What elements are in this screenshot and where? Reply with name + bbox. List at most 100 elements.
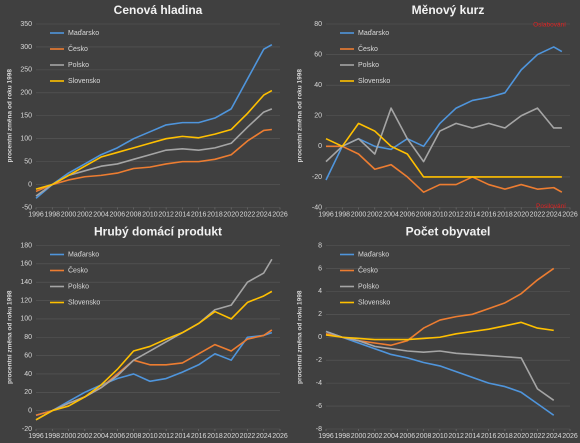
x-tick-label: 2012 xyxy=(158,433,174,440)
x-tick-label: 2014 xyxy=(465,211,481,218)
x-tick-label: 2004 xyxy=(93,211,109,218)
x-tick-label: 2010 xyxy=(142,211,158,218)
x-tick-label: 1996 xyxy=(318,211,334,218)
series-line xyxy=(325,321,554,341)
x-tick-label: 2026 xyxy=(562,433,578,440)
chart-panel: Hrubý domácí produkt procentní změna od r… xyxy=(7,225,288,440)
y-tick-label: 50 xyxy=(24,158,32,165)
legend-label: Česko xyxy=(68,265,88,274)
series-line xyxy=(325,122,562,178)
series-line xyxy=(326,145,563,194)
x-tick-label: 2002 xyxy=(77,211,93,218)
x-tick-label: 2004 xyxy=(383,433,399,440)
legend-label: Polsko xyxy=(358,283,379,290)
x-tick-label: 2008 xyxy=(416,433,432,440)
y-tick-label: 150 xyxy=(20,113,32,120)
x-tick-label: 1996 xyxy=(28,211,44,218)
x-tick-label: 2010 xyxy=(142,433,158,440)
y-tick-label: -6 xyxy=(316,403,322,410)
series-line xyxy=(35,89,273,190)
annotation: Oslabování xyxy=(533,22,566,29)
y-tick-label: -40 xyxy=(312,204,322,211)
legend-label: Slovensko xyxy=(68,299,100,306)
x-tick-label: 1998 xyxy=(334,433,350,440)
legend-label: Česko xyxy=(68,44,88,53)
series-line xyxy=(325,267,555,347)
x-tick-label: 1996 xyxy=(28,433,44,440)
x-tick-label: 2024 xyxy=(546,211,562,218)
chart-panel: Měnový kurz procentní změna od roku 1998 -… xyxy=(297,3,578,218)
x-tick-label: 2000 xyxy=(61,211,77,218)
y-tick-label: 0 xyxy=(318,334,322,341)
x-tick-label: 2014 xyxy=(175,211,191,218)
legend-label: Česko xyxy=(358,265,378,274)
x-tick-label: 1998 xyxy=(334,211,350,218)
x-tick-label: 2026 xyxy=(272,211,288,218)
x-tick-label: 2024 xyxy=(546,433,562,440)
y-tick-label: 20 xyxy=(24,389,32,396)
legend-label: Maďarsko xyxy=(68,30,99,37)
annotation: Posilování xyxy=(536,203,566,210)
y-tick-label: 8 xyxy=(318,242,322,249)
y-axis-label: procentní změna od roku 1998 xyxy=(297,290,304,384)
legend-label: Polsko xyxy=(68,62,89,69)
legend-label: Slovensko xyxy=(68,78,100,85)
chart-panel: Cenová hladina procentní změna od roku 19… xyxy=(7,3,288,218)
series-line xyxy=(35,128,272,193)
x-tick-label: 2006 xyxy=(400,211,416,218)
y-tick-label: 100 xyxy=(20,136,32,143)
y-tick-label: 60 xyxy=(24,352,32,359)
y-tick-label: -50 xyxy=(22,204,32,211)
x-tick-label: 2024 xyxy=(256,433,272,440)
legend-label: Slovensko xyxy=(358,299,390,306)
series-line xyxy=(35,108,273,197)
y-tick-label: -8 xyxy=(316,426,322,433)
x-tick-label: 2020 xyxy=(513,433,529,440)
x-tick-label: 1996 xyxy=(318,433,334,440)
x-tick-label: 2012 xyxy=(448,433,464,440)
legend-label: Maďarsko xyxy=(358,30,389,37)
series-line xyxy=(35,258,273,421)
y-tick-label: 180 xyxy=(20,242,32,249)
series-line xyxy=(325,46,563,181)
series-line xyxy=(325,330,555,401)
x-tick-label: 2022 xyxy=(530,211,546,218)
y-tick-label: 80 xyxy=(24,334,32,341)
x-tick-label: 2008 xyxy=(126,433,142,440)
y-tick-label: -20 xyxy=(312,174,322,181)
y-tick-label: 0 xyxy=(28,407,32,414)
x-tick-label: 1998 xyxy=(44,433,60,440)
x-tick-label: 2010 xyxy=(432,433,448,440)
x-tick-label: 2000 xyxy=(351,433,367,440)
x-tick-label: 2018 xyxy=(497,211,513,218)
x-tick-label: 2008 xyxy=(416,211,432,218)
x-tick-label: 2010 xyxy=(432,211,448,218)
x-tick-label: 2024 xyxy=(256,211,272,218)
x-tick-label: 2018 xyxy=(497,433,513,440)
chart-title: Měnový kurz xyxy=(412,3,485,17)
legend-label: Slovensko xyxy=(358,78,390,85)
legend-label: Polsko xyxy=(68,283,89,290)
x-tick-label: 2000 xyxy=(61,433,77,440)
chart-title: Cenová hladina xyxy=(114,3,203,17)
series-line xyxy=(35,290,273,421)
y-tick-label: 60 xyxy=(314,51,322,58)
x-tick-label: 2016 xyxy=(481,211,497,218)
x-tick-label: 2002 xyxy=(77,433,93,440)
x-tick-label: 1998 xyxy=(44,211,60,218)
y-tick-label: 100 xyxy=(20,316,32,323)
y-tick-label: 80 xyxy=(314,21,322,28)
y-tick-label: 40 xyxy=(314,82,322,89)
y-axis-label: procentní změna od roku 1998 xyxy=(7,69,14,163)
chart-title: Počet obyvatel xyxy=(406,225,491,239)
y-tick-label: 0 xyxy=(318,143,322,150)
x-tick-label: 2014 xyxy=(175,433,191,440)
chart-panel: Počet obyvatel procentní změna od roku 19… xyxy=(297,225,578,440)
x-tick-label: 2016 xyxy=(191,211,207,218)
x-tick-label: 2006 xyxy=(110,211,126,218)
x-tick-label: 2022 xyxy=(240,211,256,218)
x-tick-label: 2026 xyxy=(562,211,578,218)
y-tick-label: 4 xyxy=(318,288,322,295)
x-tick-label: 2012 xyxy=(158,211,174,218)
